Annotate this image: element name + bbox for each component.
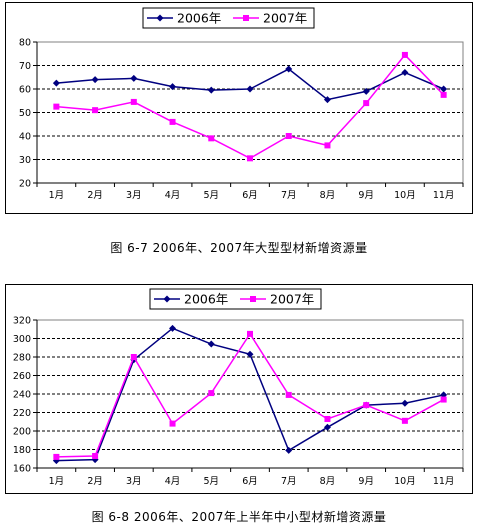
- data-point-2006: [246, 350, 254, 358]
- data-point-2007: [324, 142, 331, 149]
- data-point-2006: [440, 85, 448, 93]
- data-point-2007: [401, 51, 408, 58]
- legend-label-2006: 2006年: [177, 11, 221, 26]
- data-point-2007: [130, 98, 137, 105]
- y-tick-label: 220: [13, 408, 31, 419]
- data-point-2006: [207, 340, 215, 348]
- data-point-2006: [91, 76, 99, 84]
- data-point-2007: [130, 354, 137, 360]
- y-tick-label: 30: [19, 155, 31, 166]
- y-tick-label: 280: [13, 353, 31, 364]
- x-tick-label: 6月: [242, 190, 258, 201]
- x-tick-label: 1月: [49, 190, 65, 201]
- x-tick-label: 9月: [358, 476, 374, 487]
- legend-marker-2006: [163, 295, 171, 303]
- data-point-2006: [130, 74, 138, 82]
- figure-caption-6-7: 图 6-7 2006年、2007年大型型材新增资源量: [110, 241, 368, 255]
- data-point-2006: [169, 83, 177, 91]
- y-tick-label: 160: [13, 464, 31, 475]
- x-tick-label: 6月: [242, 476, 258, 487]
- x-tick-label: 7月: [281, 190, 297, 201]
- legend-label-2007: 2007年: [263, 11, 307, 26]
- data-point-2007: [208, 390, 215, 397]
- legend-box: [142, 7, 315, 29]
- x-tick-label: 10月: [394, 190, 416, 201]
- x-tick-label: 4月: [165, 190, 181, 201]
- x-tick-label: 9月: [358, 190, 374, 201]
- data-point-2007: [53, 453, 60, 460]
- y-tick-label: 300: [13, 334, 31, 345]
- y-tick-label: 260: [13, 371, 31, 382]
- x-tick-label: 7月: [281, 476, 297, 487]
- y-tick-label: 20: [19, 179, 31, 190]
- data-point-2006: [323, 423, 331, 431]
- y-tick-label: 40: [19, 132, 31, 143]
- data-point-2007: [285, 391, 292, 398]
- data-point-2007: [169, 420, 176, 427]
- x-tick-label: 10月: [394, 476, 416, 487]
- data-point-2007: [401, 417, 408, 424]
- data-point-2007: [208, 135, 215, 142]
- x-tick-label: 2月: [87, 476, 103, 487]
- data-point-2007: [285, 133, 292, 139]
- legend-label-2007: 2007年: [270, 292, 314, 307]
- y-tick-label: 80: [19, 38, 31, 49]
- data-point-2006: [52, 79, 60, 87]
- data-point-2007: [169, 118, 176, 125]
- data-point-2006: [169, 324, 177, 332]
- data-point-2006: [362, 87, 370, 95]
- y-tick-label: 180: [13, 445, 31, 456]
- legend-marker-2006: [156, 14, 164, 22]
- data-point-2006: [246, 85, 254, 93]
- data-point-2006: [207, 86, 215, 94]
- legend-marker-2007: [250, 296, 256, 302]
- data-point-2007: [363, 402, 370, 409]
- data-point-2007: [324, 415, 331, 422]
- x-tick-label: 2月: [87, 190, 103, 201]
- data-point-2006: [285, 446, 293, 454]
- data-point-2007: [247, 330, 253, 337]
- legend-label-2006: 2006年: [184, 292, 228, 307]
- data-point-2006: [285, 65, 293, 73]
- x-tick-label: 11月: [433, 476, 455, 487]
- data-point-2007: [363, 100, 370, 107]
- x-tick-label: 1月: [49, 476, 65, 487]
- x-tick-label: 3月: [126, 476, 142, 487]
- x-tick-label: 5月: [203, 476, 219, 487]
- data-point-2007: [440, 396, 447, 403]
- x-tick-label: 4月: [165, 476, 181, 487]
- data-point-2007: [247, 155, 253, 162]
- y-tick-label: 50: [19, 108, 31, 119]
- data-point-2007: [92, 452, 99, 459]
- y-tick-label: 70: [19, 61, 31, 72]
- y-tick-label: 240: [13, 390, 31, 401]
- data-point-2006: [401, 69, 409, 77]
- x-tick-label: 3月: [126, 190, 142, 201]
- chart-frame-6-7: [5, 2, 473, 214]
- legend-marker-2007: [243, 15, 249, 21]
- x-tick-label: 5月: [203, 190, 219, 201]
- x-tick-label: 8月: [320, 476, 336, 487]
- chart-frame-6-8: [5, 284, 473, 494]
- y-tick-label: 320: [13, 316, 31, 327]
- x-tick-label: 11月: [433, 190, 455, 201]
- data-point-2007: [53, 103, 60, 110]
- data-point-2007: [92, 107, 99, 114]
- data-point-2006: [323, 96, 331, 104]
- data-point-2007: [440, 91, 447, 98]
- y-tick-label: 200: [13, 427, 31, 438]
- x-tick-label: 8月: [320, 190, 336, 201]
- data-point-2006: [401, 399, 409, 407]
- y-tick-label: 60: [19, 85, 31, 96]
- figure-caption-6-8: 图 6-8 2006年、2007年上半年中小型材新增资源量: [91, 510, 387, 524]
- legend-box: [149, 288, 322, 310]
